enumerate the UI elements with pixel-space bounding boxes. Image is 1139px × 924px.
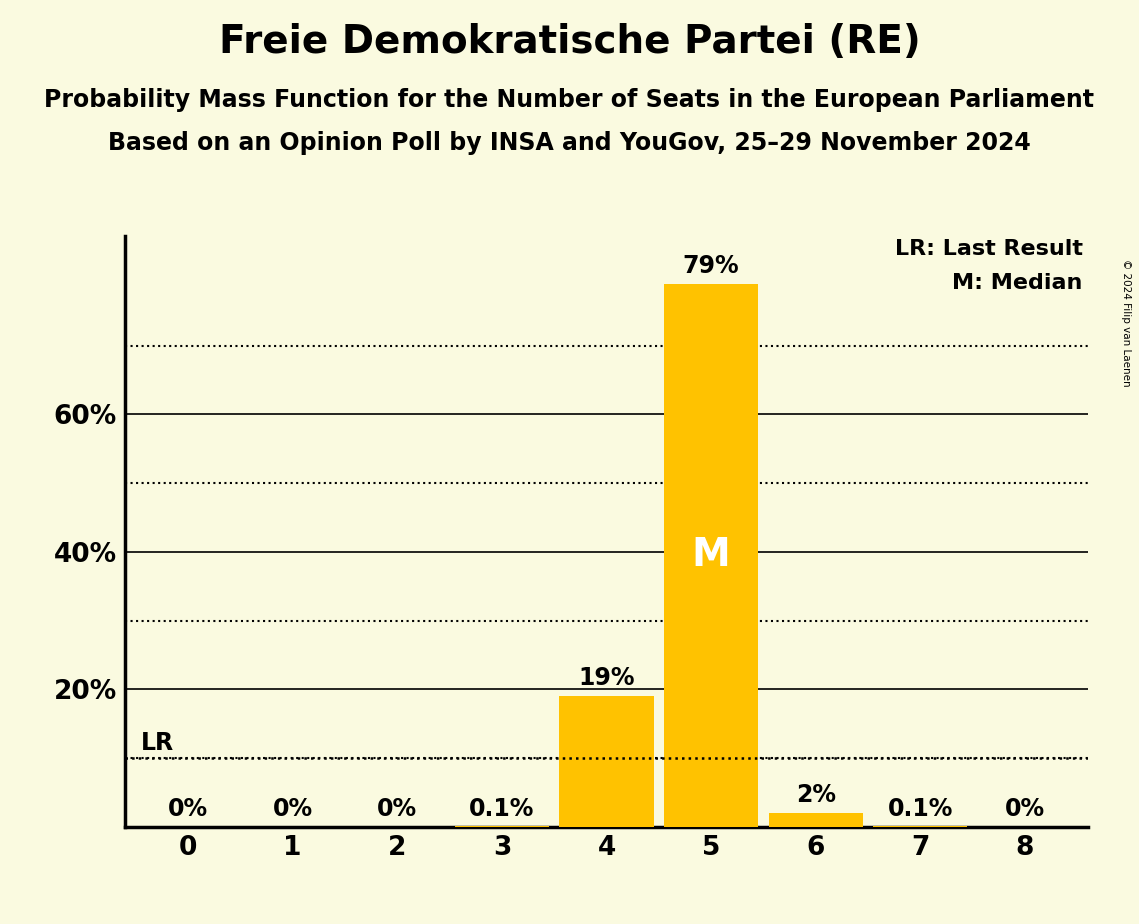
Text: 2%: 2% <box>796 783 836 807</box>
Text: 19%: 19% <box>579 666 634 690</box>
Text: Probability Mass Function for the Number of Seats in the European Parliament: Probability Mass Function for the Number… <box>44 88 1095 112</box>
Text: M: Median: M: Median <box>952 274 1082 294</box>
Text: 0%: 0% <box>377 796 417 821</box>
Text: M: M <box>691 536 730 575</box>
Bar <box>769 813 863 827</box>
Text: LR: LR <box>141 731 174 755</box>
Text: 0.1%: 0.1% <box>469 796 534 821</box>
Bar <box>664 284 759 827</box>
Text: 79%: 79% <box>682 253 739 277</box>
Text: © 2024 Filip van Laenen: © 2024 Filip van Laenen <box>1121 259 1131 386</box>
Text: Based on an Opinion Poll by INSA and YouGov, 25–29 November 2024: Based on an Opinion Poll by INSA and You… <box>108 131 1031 155</box>
Text: 0%: 0% <box>167 796 208 821</box>
Text: 0.1%: 0.1% <box>887 796 953 821</box>
Bar <box>559 697 654 827</box>
Text: 0%: 0% <box>1005 796 1046 821</box>
Text: LR: Last Result: LR: Last Result <box>894 239 1082 259</box>
Text: 0%: 0% <box>272 796 313 821</box>
Text: Freie Demokratische Partei (RE): Freie Demokratische Partei (RE) <box>219 23 920 61</box>
